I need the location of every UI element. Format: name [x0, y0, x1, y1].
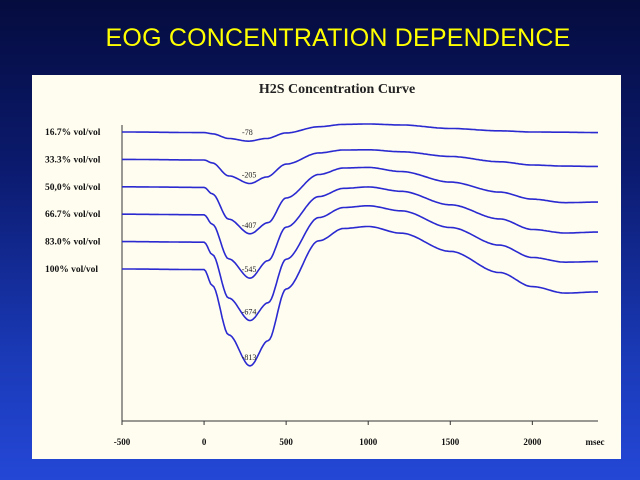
series-line — [122, 205, 598, 322]
series-line — [122, 149, 599, 185]
peak-value-label: -78 — [242, 128, 253, 137]
peak-value-label: -407 — [242, 221, 257, 230]
series-label: 100% vol/vol — [45, 265, 98, 275]
series-line — [122, 225, 598, 367]
series-label: 83.0% vol/vol — [45, 238, 101, 248]
series-label: 66.7% vol/vol — [45, 210, 101, 220]
peak-value-label: -205 — [242, 170, 257, 179]
chart-panel: H2S Concentration Curve -500 0 500 1000 1500… — [32, 75, 621, 459]
x-axis-unit-label: msec — [586, 437, 605, 447]
x-tick-label: 1500 — [441, 437, 460, 447]
axes: -500 0 500 1000 1500 2000 msec — [114, 125, 605, 447]
x-tick-label: 0 — [202, 437, 207, 447]
x-tick-label: 1000 — [359, 437, 378, 447]
x-tick-label: -500 — [114, 437, 131, 447]
h2s-concentration-chart: H2S Concentration Curve -500 0 500 1000 1500… — [45, 82, 605, 447]
x-tick-label: 500 — [279, 437, 293, 447]
series-line — [122, 123, 598, 143]
peak-value-label: -674 — [242, 308, 257, 317]
series-label: 16.7% vol/vol — [45, 128, 101, 138]
peak-value-label: -813 — [242, 353, 257, 362]
peak-value-label: -545 — [242, 265, 257, 274]
series-line — [122, 186, 598, 280]
series-label: 33.3% vol/vol — [45, 155, 101, 165]
chart-title: H2S Concentration Curve — [259, 82, 415, 97]
series-line — [122, 166, 598, 235]
series-label: 50,0% vol/vol — [45, 183, 101, 193]
slide-title: EOG CONCENTRATION DEPENDENCE — [105, 24, 571, 52]
series-layer: 16.7% vol/vol -78 33.3% vol/vol -205 50,0% v… — [45, 123, 599, 367]
x-tick-label: 2000 — [523, 437, 542, 447]
